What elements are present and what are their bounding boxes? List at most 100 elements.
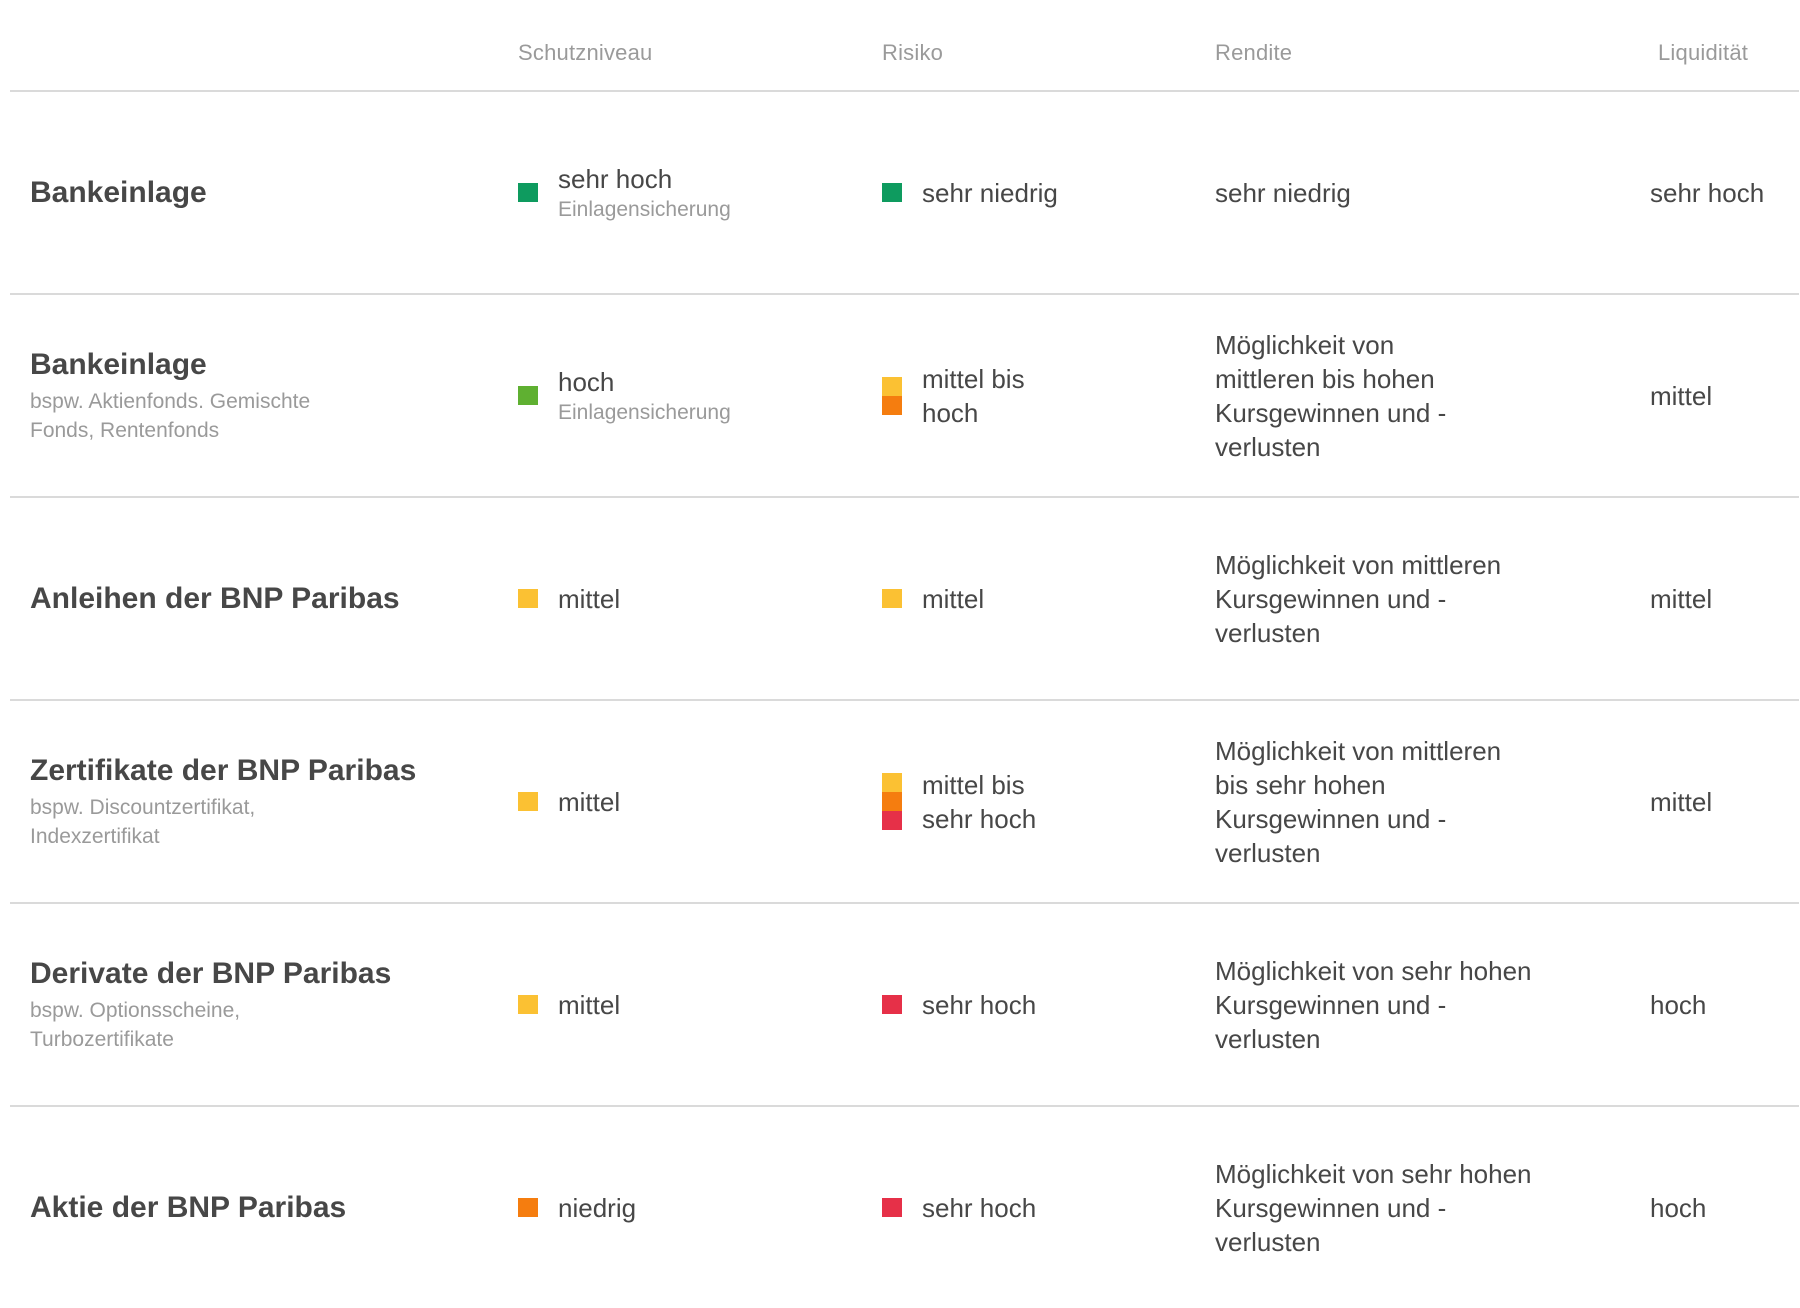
risiko-cell: mittel: [882, 498, 1202, 699]
table-row: Zertifikate der BNP Paribas bspw. Discou…: [10, 701, 1799, 904]
rendite-cell: Möglichkeit von sehr hohen Kursgewinnen …: [1215, 1107, 1575, 1308]
product-cell: Zertifikate der BNP Paribas bspw. Discou…: [30, 701, 500, 902]
product-title: Anleihen der BNP Paribas: [30, 581, 400, 615]
table-row: Aktie der BNP Paribas niedrig sehr hoch …: [10, 1107, 1799, 1308]
level-indicator: [518, 995, 538, 1014]
risiko-value: mittel bis hoch: [922, 363, 1025, 428]
schutzniveau-note: Einlagensicherung: [558, 400, 731, 424]
risiko-value: sehr hoch: [922, 1192, 1037, 1223]
risiko-cell: sehr hoch: [882, 904, 1202, 1105]
liquiditaet-cell: mittel: [1650, 701, 1800, 902]
product-cell: Derivate der BNP Paribas bspw. Optionssc…: [30, 904, 500, 1105]
level-square: [882, 811, 902, 830]
rendite-cell: sehr niedrig: [1215, 92, 1575, 293]
level-square: [882, 773, 902, 792]
header-risiko: Risiko: [882, 40, 944, 65]
risiko-cell: sehr niedrig: [882, 92, 1202, 293]
level-square: [518, 1198, 538, 1217]
liquiditaet-value: hoch: [1650, 1192, 1707, 1223]
liquiditaet-value: sehr hoch: [1650, 177, 1765, 208]
level-indicator: [518, 1198, 538, 1217]
level-indicator: [882, 376, 902, 415]
rendite-value: Möglichkeit von sehr hohen Kursgewinnen …: [1215, 955, 1532, 1054]
product-title: Aktie der BNP Paribas: [30, 1190, 347, 1224]
product-cell: Bankeinlage: [30, 92, 500, 293]
liquiditaet-cell: hoch: [1650, 1107, 1800, 1308]
table-header: Schutzniveau Risiko Rendite Liquidität: [10, 0, 1799, 92]
rendite-cell: Möglichkeit von mittleren Kursgewinnen u…: [1215, 498, 1575, 699]
level-square: [882, 995, 902, 1014]
risiko-value: sehr hoch: [922, 989, 1037, 1020]
risiko-cell: sehr hoch: [882, 1107, 1202, 1308]
risiko-value: sehr niedrig: [922, 177, 1058, 208]
product-cell: Bankeinlage bspw. Aktienfonds. Gemischte…: [30, 295, 500, 496]
rendite-cell: Möglichkeit von mittleren bis sehr hohen…: [1215, 701, 1575, 902]
liquiditaet-value: mittel: [1650, 786, 1713, 817]
liquiditaet-cell: mittel: [1650, 295, 1800, 496]
schutzniveau-cell: mittel: [518, 904, 858, 1105]
product-title: Derivate der BNP Paribas: [30, 956, 392, 990]
level-square: [518, 792, 538, 811]
rendite-value: Möglichkeit von mittleren bis sehr hohen…: [1215, 735, 1502, 868]
schutzniveau-cell: mittel: [518, 701, 858, 902]
rendite-value: Möglichkeit von mittleren bis hohen Kurs…: [1215, 329, 1447, 462]
liquiditaet-cell: mittel: [1650, 498, 1800, 699]
risiko-value: mittel: [922, 583, 985, 614]
level-indicator: [882, 1198, 902, 1217]
header-liquiditaet: Liquidität: [1658, 40, 1749, 65]
schutzniveau-cell: niedrig: [518, 1107, 858, 1308]
liquiditaet-value: hoch: [1650, 989, 1707, 1020]
level-indicator: [882, 589, 902, 608]
liquiditaet-cell: sehr hoch: [1650, 92, 1800, 293]
rendite-cell: Möglichkeit von mittleren bis hohen Kurs…: [1215, 295, 1575, 496]
level-square: [882, 395, 902, 415]
comparison-table: Schutzniveau Risiko Rendite Liquidität B…: [10, 0, 1799, 1308]
level-square: [882, 1198, 902, 1217]
schutzniveau-cell: mittel: [518, 498, 858, 699]
level-square: [518, 995, 538, 1014]
level-indicator: [882, 995, 902, 1014]
product-cell: Aktie der BNP Paribas: [30, 1107, 500, 1308]
rendite-value: Möglichkeit von mittleren Kursgewinnen u…: [1215, 549, 1502, 648]
schutzniveau-value: sehr hoch: [558, 163, 673, 194]
level-square: [882, 589, 902, 608]
product-title: Bankeinlage: [30, 175, 207, 209]
rendite-value: sehr niedrig: [1215, 177, 1351, 208]
level-indicator: [518, 792, 538, 811]
liquiditaet-value: mittel: [1650, 380, 1713, 411]
schutzniveau-note: Einlagensicherung: [558, 197, 731, 221]
header-rendite: Rendite: [1215, 40, 1293, 65]
product-title: Bankeinlage: [30, 347, 207, 381]
schutzniveau-value: hoch: [558, 366, 615, 397]
level-square: [518, 183, 538, 202]
liquiditaet-value: mittel: [1650, 583, 1713, 614]
product-cell: Anleihen der BNP Paribas: [30, 498, 500, 699]
product-subtitle: bspw. Aktienfonds. Gemischte Fonds, Rent…: [30, 389, 311, 442]
schutzniveau-value: niedrig: [558, 1192, 637, 1223]
schutzniveau-value: mittel: [558, 786, 621, 817]
schutzniveau-cell: sehr hoch Einlagensicherung: [518, 92, 858, 293]
level-indicator: [882, 773, 902, 830]
schutzniveau-value: mittel: [558, 989, 621, 1020]
liquiditaet-cell: hoch: [1650, 904, 1800, 1105]
rendite-value: Möglichkeit von sehr hohen Kursgewinnen …: [1215, 1158, 1532, 1257]
level-square: [882, 376, 902, 396]
schutzniveau-cell: hoch Einlagensicherung: [518, 295, 858, 496]
table-row: Bankeinlage sehr hoch Einlagensicherung …: [10, 92, 1799, 295]
level-indicator: [518, 183, 538, 202]
level-square: [518, 386, 538, 405]
product-subtitle: bspw. Optionsscheine, Turbozertifikate: [30, 998, 241, 1051]
table-row: Derivate der BNP Paribas bspw. Optionssc…: [10, 904, 1799, 1107]
table-row: Bankeinlage bspw. Aktienfonds. Gemischte…: [10, 295, 1799, 498]
level-square: [518, 589, 538, 608]
level-square: [882, 183, 902, 202]
risiko-cell: mittel bis sehr hoch: [882, 701, 1202, 902]
level-indicator: [518, 589, 538, 608]
product-subtitle: bspw. Discountzertifikat, Indexzertifika…: [30, 795, 256, 848]
header-schutzniveau: Schutzniveau: [518, 40, 653, 65]
rendite-cell: Möglichkeit von sehr hohen Kursgewinnen …: [1215, 904, 1575, 1105]
product-title: Zertifikate der BNP Paribas: [30, 753, 417, 787]
level-indicator: [518, 386, 538, 405]
risiko-cell: mittel bis hoch: [882, 295, 1202, 496]
schutzniveau-value: mittel: [558, 583, 621, 614]
